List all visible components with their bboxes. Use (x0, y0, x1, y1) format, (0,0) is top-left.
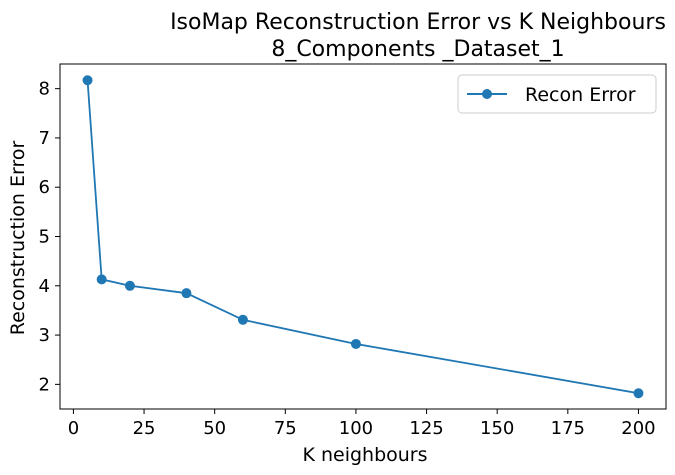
data-point (82, 75, 93, 86)
x-tick-label: 100 (339, 418, 373, 439)
data-point (237, 314, 248, 325)
data-point (350, 338, 361, 349)
legend-frame (457, 74, 657, 114)
x-tick-label: 75 (274, 418, 297, 439)
legend: Recon Error (457, 74, 657, 114)
x-tick-label: 0 (68, 418, 79, 439)
plot-frame (59, 63, 667, 410)
x-tick-label: 150 (480, 418, 514, 439)
chart-subtitle: 8_Components _Dataset_1 (271, 37, 564, 62)
x-tick-label: 200 (621, 418, 655, 439)
axes: 0 25 50 75 100 125 150 175 200 2 3 4 5 6 7 8 (39, 63, 667, 439)
legend-marker-swatch (482, 89, 492, 99)
y-tick-label: 6 (39, 177, 50, 198)
plot-area (82, 75, 644, 399)
y-tick-label: 2 (39, 374, 50, 395)
y-tick-label: 4 (39, 276, 50, 297)
y-tick-label: 5 (39, 227, 50, 248)
y-tick-label: 7 (39, 128, 50, 149)
y-tick-label: 8 (39, 79, 50, 100)
chart-title: IsoMap Reconstruction Error vs K Neighbo… (170, 10, 666, 35)
y-axis-label: Reconstruction Error (7, 141, 29, 336)
x-tick-label: 125 (409, 418, 443, 439)
x-tick-label: 25 (133, 418, 156, 439)
x-tick-label: 50 (203, 418, 226, 439)
data-point (124, 280, 135, 291)
legend-entry-recon-error: Recon Error (525, 84, 636, 106)
y-tick-label: 3 (39, 325, 50, 346)
data-point (181, 288, 192, 299)
x-axis-label: K neighbours (302, 444, 427, 466)
data-point (96, 274, 107, 285)
series-line-recon-error (86, 80, 639, 395)
data-point (633, 388, 644, 399)
x-tick-label: 175 (551, 418, 585, 439)
